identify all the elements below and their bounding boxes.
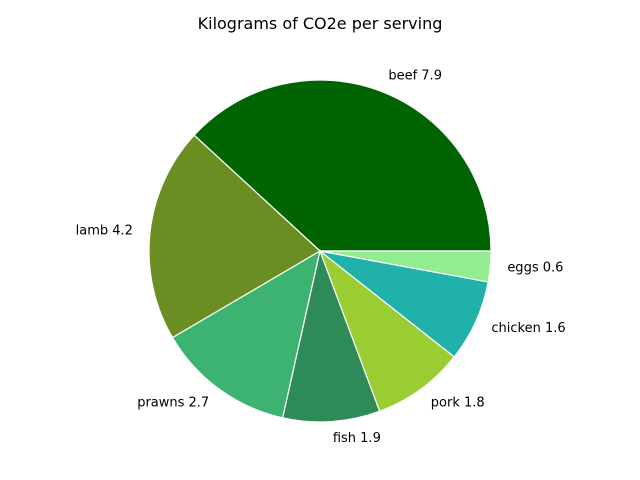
pie-label-lamb: lamb 4.2 <box>76 224 133 239</box>
pie-label-prawns: prawns 2.7 <box>137 396 209 411</box>
pie-slice-eggs <box>319 250 492 283</box>
pie-label-fish: fish 1.9 <box>333 431 381 446</box>
pie-slice-pork <box>318 249 456 413</box>
pie-slice-beef <box>193 79 492 252</box>
pie-slices <box>148 79 492 423</box>
pie-label-chicken: chicken 1.6 <box>491 321 565 336</box>
pie-slice-fish <box>281 248 381 423</box>
pie-label-eggs: eggs 0.6 <box>507 261 563 276</box>
pie-label-beef: beef 7.9 <box>388 68 442 83</box>
pie-slice-prawns <box>171 249 321 419</box>
pie-labels: beef 7.9 lamb 4.2 prawns 2.7 fish 1.9 pork 1… <box>76 68 566 446</box>
chart-title: Kilograms of CO2e per serving <box>198 14 443 33</box>
pie-label-pork: pork 1.8 <box>431 396 485 411</box>
pie-slice-lamb <box>148 134 322 339</box>
